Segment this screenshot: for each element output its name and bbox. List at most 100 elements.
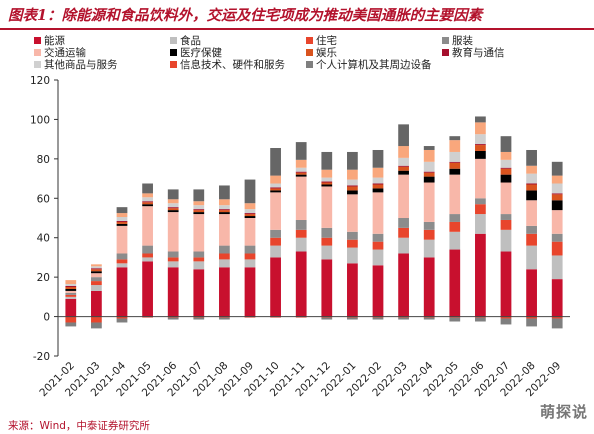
bar-segment-2021-09-series-12 <box>244 179 256 204</box>
bar-segment-2022-06-住宅 <box>475 204 486 215</box>
bar-segment-2022-04-其他商品与服务 <box>423 161 435 172</box>
bar-segment-2021-07-其他商品与服务 <box>193 205 205 210</box>
bar-segment-2022-01-服装 <box>347 231 358 240</box>
bar-segment-2022-06-series-12 <box>475 116 486 123</box>
bar-segment-2022-05-其他商品与服务 <box>449 151 461 162</box>
bar-segment-2021-03-住宅 <box>91 281 102 286</box>
bar-segment-2021-07-series-11 <box>193 201 205 206</box>
bar-segment-2021-06-series-11 <box>167 199 179 204</box>
bar-segment-2021-04-其他商品与服务 <box>116 217 128 221</box>
y-tick-label: -20 <box>33 351 50 363</box>
bar-segment-2021-04-服装 <box>116 253 128 260</box>
bar-segment-2022-02-交通运输 <box>372 192 384 234</box>
bar-segment-2021-12-教育与通信 <box>321 181 333 183</box>
bar-segment-2022-06-服装 <box>475 198 486 205</box>
bar-segment-2021-11-医疗保健 <box>295 174 307 177</box>
y-tick-label: 80 <box>37 154 50 166</box>
bar-segment-2022-06-能源 <box>475 233 486 317</box>
bar-segment-2022-04-食品 <box>423 239 435 258</box>
bar-segment-2022-07-信息技术、硬件和服务 <box>500 316 512 319</box>
bar-segment-2021-02-能源 <box>65 298 77 317</box>
bar-segment-2022-03-交通运输 <box>398 174 409 218</box>
bar-segment-2022-05-食品 <box>449 231 461 250</box>
bar-segment-2021-07-series-12 <box>193 189 205 202</box>
bar-segment-2022-04-series-11 <box>423 149 435 162</box>
bar-segment-2021-03-个人计算机及其周边设备 <box>91 322 102 329</box>
bar-segment-2022-09-食品 <box>551 255 563 280</box>
watermark-logo: 萌探说 <box>539 403 588 421</box>
legend-label: 交通运输 <box>44 46 86 59</box>
bar-segment-2022-08-食品 <box>526 245 537 270</box>
bar-segment-2022-01-娱乐 <box>347 186 358 191</box>
bar-segment-2021-09-娱乐 <box>244 214 256 217</box>
bar-segment-2021-12-其他商品与服务 <box>321 177 333 182</box>
bar-segment-2021-10-series-12 <box>270 148 281 176</box>
bar-segment-2021-02-series-11 <box>65 280 77 285</box>
legend-swatch-娱乐 <box>306 49 313 56</box>
bar-segment-2021-06-交通运输 <box>167 212 179 252</box>
bar-segment-2021-03-医疗保健 <box>91 271 102 274</box>
bar-segment-2022-09-信息技术、硬件和服务 <box>551 316 563 319</box>
bar-segment-2021-05-能源 <box>142 261 153 317</box>
bar-segment-2022-09-其他商品与服务 <box>551 183 563 194</box>
bar-segment-2021-06-教育与通信 <box>167 207 179 209</box>
bar-segment-2022-08-series-11 <box>526 165 537 174</box>
bar-segment-2021-02-信息技术、硬件和服务 <box>65 316 77 323</box>
bar-segment-2021-11-其他商品与服务 <box>295 167 307 172</box>
bar-segment-2021-02-其他商品与服务 <box>65 284 77 287</box>
bar-segment-2021-12-交通运输 <box>321 186 333 228</box>
bar-segment-2022-08-series-12 <box>526 149 537 166</box>
bar-segment-2021-07-能源 <box>193 269 205 317</box>
bar-segment-2021-08-其他商品与服务 <box>219 205 230 210</box>
bar-segment-2021-08-住宅 <box>219 253 230 260</box>
bar-segment-2022-04-交通运输 <box>423 182 435 222</box>
legend-swatch-住宅 <box>306 37 313 44</box>
bar-segment-2022-07-住宅 <box>500 219 512 230</box>
bar-segment-2021-03-能源 <box>91 290 102 317</box>
legend-swatch-食品 <box>170 37 177 44</box>
bar-segment-2021-03-交通运输 <box>91 273 102 278</box>
legend-label: 其他商品与服务 <box>44 58 118 71</box>
bar-segment-2021-11-教育与通信 <box>295 171 307 173</box>
bar-segment-2022-08-信息技术、硬件和服务 <box>526 316 537 319</box>
bar-segment-2021-12-series-12 <box>321 151 333 170</box>
bar-segment-2021-02-住宅 <box>65 294 77 297</box>
bar-segment-2022-07-能源 <box>500 251 512 317</box>
bar-segment-2022-08-教育与通信 <box>526 183 537 185</box>
legend-label: 能源 <box>44 34 65 47</box>
bar-segment-2022-07-医疗保健 <box>500 174 512 183</box>
bar-segment-2021-04-教育与通信 <box>116 220 128 222</box>
bar-segment-2022-01-series-12 <box>347 151 358 170</box>
bar-segment-2021-07-医疗保健 <box>193 212 205 215</box>
bar-segment-2021-02-服装 <box>65 292 77 295</box>
bar-segment-2022-01-交通运输 <box>347 194 358 232</box>
bar-segment-2021-04-能源 <box>116 267 128 317</box>
bar-segment-2021-10-教育与通信 <box>270 187 281 189</box>
bar-segment-2021-06-series-12 <box>167 189 179 200</box>
bar-segment-2021-09-教育与通信 <box>244 213 256 215</box>
legend-swatch-其他商品与服务 <box>34 61 41 68</box>
bar-segment-2021-05-住宅 <box>142 253 153 258</box>
bar-segment-2021-12-住宅 <box>321 237 333 246</box>
legend-swatch-能源 <box>34 37 41 44</box>
bar-segment-2021-07-住宅 <box>193 257 205 262</box>
bar-segment-2021-06-住宅 <box>167 257 179 262</box>
bar-segment-2021-07-交通运输 <box>193 214 205 252</box>
bar-segment-2022-07-其他商品与服务 <box>500 159 512 168</box>
legend-label: 食品 <box>180 34 201 47</box>
bar-segment-2021-11-服装 <box>295 219 307 230</box>
bar-segment-2021-10-交通运输 <box>270 192 281 230</box>
bar-segment-2022-07-series-12 <box>500 136 512 152</box>
bar-segment-2022-07-个人计算机及其周边设备 <box>500 318 512 325</box>
bar-segment-2022-01-医疗保健 <box>347 190 358 195</box>
bar-segment-2022-05-教育与通信 <box>449 161 461 163</box>
bar-segment-2022-09-教育与通信 <box>551 193 563 195</box>
bar-segment-2021-04-娱乐 <box>116 221 128 224</box>
bar-segment-2021-08-娱乐 <box>219 210 230 213</box>
bar-segment-2021-07-娱乐 <box>193 210 205 213</box>
bar-segment-2022-09-医疗保健 <box>551 200 563 211</box>
bar-segment-2022-04-住宅 <box>423 229 435 240</box>
bar-segment-2022-04-教育与通信 <box>423 171 435 173</box>
